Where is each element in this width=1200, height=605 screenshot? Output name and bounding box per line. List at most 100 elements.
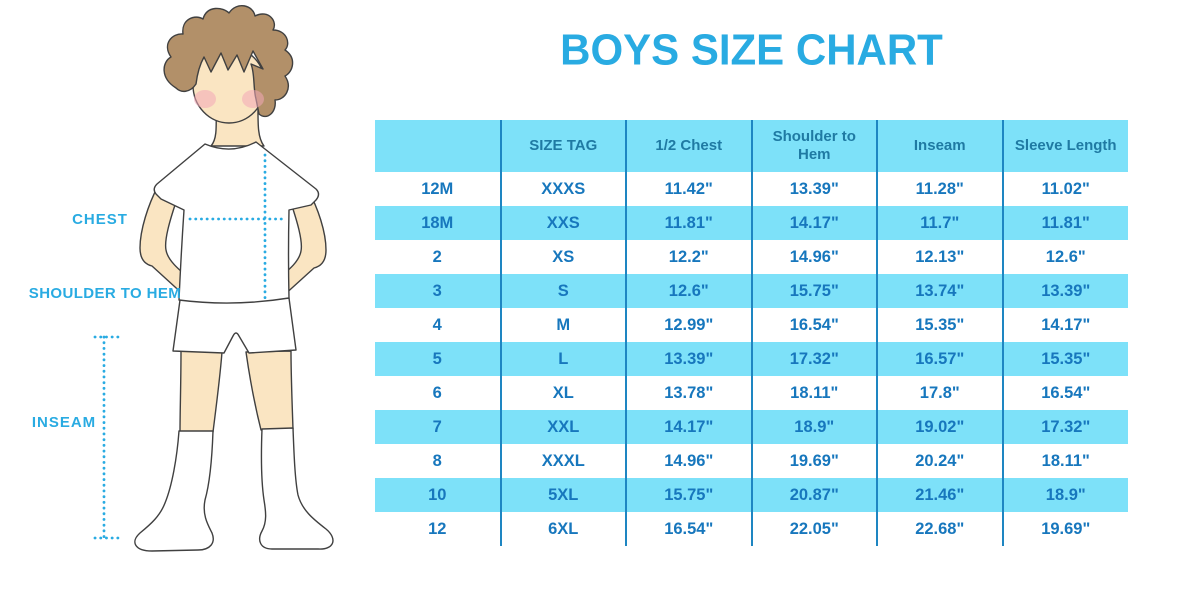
value-cell: 13.39" bbox=[751, 172, 878, 206]
value-cell: 13.39" bbox=[626, 342, 753, 376]
row-label-cell: 4 bbox=[375, 308, 502, 342]
value-cell: XXXL bbox=[500, 444, 627, 478]
inseam-label: INSEAM bbox=[32, 414, 96, 431]
cheek-right bbox=[242, 90, 264, 108]
value-cell: 18.11" bbox=[1002, 444, 1128, 478]
row-label-cell: 8 bbox=[375, 444, 502, 478]
row-label-cell: 18M bbox=[375, 206, 502, 240]
size-table-head: SIZE TAG 1/2 Chest Shoulder to Hem Insea… bbox=[375, 120, 1128, 172]
value-cell: 17.8" bbox=[877, 376, 1004, 410]
value-cell: 18.9" bbox=[751, 410, 878, 444]
table-row: 18M XXS 11.81" 14.17" 11.7" 11.81" bbox=[375, 206, 1128, 240]
value-cell: 12.2" bbox=[626, 240, 753, 274]
value-cell: 12.6" bbox=[626, 274, 753, 308]
value-cell: 15.75" bbox=[751, 274, 878, 308]
boy-illustration: CHEST SHOULDER TO HEM INSEAM bbox=[0, 0, 375, 600]
header-cell-inseam: Inseam bbox=[877, 120, 1004, 172]
value-cell: 13.74" bbox=[877, 274, 1004, 308]
leg-left bbox=[179, 350, 223, 433]
value-cell: L bbox=[500, 342, 627, 376]
size-table: SIZE TAG 1/2 Chest Shoulder to Hem Insea… bbox=[375, 120, 1128, 546]
value-cell: 17.32" bbox=[751, 342, 878, 376]
value-cell: 6XL bbox=[500, 512, 627, 546]
value-cell: 18.9" bbox=[1002, 478, 1128, 512]
value-cell: S bbox=[500, 274, 627, 308]
value-cell: 11.42" bbox=[626, 172, 753, 206]
chest-label: CHEST bbox=[72, 211, 128, 228]
table-row: 5 L 13.39" 17.32" 16.57" 15.35" bbox=[375, 342, 1128, 376]
value-cell: 11.02" bbox=[1002, 172, 1128, 206]
value-cell: 20.24" bbox=[877, 444, 1004, 478]
value-cell: 13.78" bbox=[626, 376, 753, 410]
value-cell: 14.17" bbox=[1002, 308, 1128, 342]
value-cell: 19.69" bbox=[1002, 512, 1128, 546]
leg-right bbox=[245, 350, 294, 431]
page-title: BOYS SIZE CHART bbox=[560, 25, 943, 74]
value-cell: 16.54" bbox=[626, 512, 753, 546]
value-cell: 14.17" bbox=[751, 206, 878, 240]
value-cell: 14.96" bbox=[751, 240, 878, 274]
table-row: 12 6XL 16.54" 22.05" 22.68" 19.69" bbox=[375, 512, 1128, 546]
value-cell: 12.6" bbox=[1002, 240, 1128, 274]
table-row: 4 M 12.99" 16.54" 15.35" 14.17" bbox=[375, 308, 1128, 342]
value-cell: 16.54" bbox=[1002, 376, 1128, 410]
table-row: 10 5XL 15.75" 20.87" 21.46" 18.9" bbox=[375, 478, 1128, 512]
value-cell: 20.87" bbox=[751, 478, 878, 512]
value-cell: XXXS bbox=[500, 172, 627, 206]
value-cell: 22.68" bbox=[877, 512, 1004, 546]
value-cell: 19.69" bbox=[751, 444, 878, 478]
row-label-cell: 12 bbox=[375, 512, 502, 546]
size-chart-table-container: SIZE TAG 1/2 Chest Shoulder to Hem Insea… bbox=[375, 120, 1128, 546]
sock-left bbox=[134, 430, 214, 552]
value-cell: 17.32" bbox=[1002, 410, 1128, 444]
header-cell-shoulder-to-hem: Shoulder to Hem bbox=[751, 120, 878, 172]
row-label-cell: 5 bbox=[375, 342, 502, 376]
row-label-cell: 10 bbox=[375, 478, 502, 512]
hair bbox=[163, 5, 294, 118]
value-cell: 11.28" bbox=[877, 172, 1004, 206]
header-cell-sleeve-length: Sleeve Length bbox=[1002, 120, 1128, 172]
value-cell: XS bbox=[500, 240, 627, 274]
value-cell: XXL bbox=[500, 410, 627, 444]
cheek-left bbox=[194, 90, 216, 108]
table-row: 8 XXXL 14.96" 19.69" 20.24" 18.11" bbox=[375, 444, 1128, 478]
value-cell: 15.35" bbox=[1002, 342, 1128, 376]
value-cell: 12.13" bbox=[877, 240, 1004, 274]
shirt bbox=[153, 141, 320, 304]
row-label-cell: 12M bbox=[375, 172, 502, 206]
value-cell: 19.02" bbox=[877, 410, 1004, 444]
value-cell: 12.99" bbox=[626, 308, 753, 342]
value-cell: 11.81" bbox=[1002, 206, 1128, 240]
value-cell: 14.96" bbox=[626, 444, 753, 478]
sock-right bbox=[259, 427, 334, 550]
row-label-cell: 7 bbox=[375, 410, 502, 444]
table-row: 6 XL 13.78" 18.11" 17.8" 16.54" bbox=[375, 376, 1128, 410]
value-cell: 18.11" bbox=[751, 376, 878, 410]
value-cell: 11.7" bbox=[877, 206, 1004, 240]
value-cell: 15.75" bbox=[626, 478, 753, 512]
row-label-cell: 2 bbox=[375, 240, 502, 274]
row-label-cell: 3 bbox=[375, 274, 502, 308]
value-cell: 15.35" bbox=[877, 308, 1004, 342]
size-table-body: 12M XXXS 11.42" 13.39" 11.28" 11.02" 18M XXS 11.… bbox=[375, 172, 1128, 546]
value-cell: 16.54" bbox=[751, 308, 878, 342]
value-cell: 22.05" bbox=[751, 512, 878, 546]
shorts bbox=[172, 297, 297, 354]
table-row: 3 S 12.6" 15.75" 13.74" 13.39" bbox=[375, 274, 1128, 308]
header-cell-blank bbox=[375, 120, 502, 172]
value-cell: M bbox=[500, 308, 627, 342]
table-row: 7 XXL 14.17" 18.9" 19.02" 17.32" bbox=[375, 410, 1128, 444]
header-cell-half-chest: 1/2 Chest bbox=[626, 120, 753, 172]
value-cell: 14.17" bbox=[626, 410, 753, 444]
value-cell: XL bbox=[500, 376, 627, 410]
table-row: 12M XXXS 11.42" 13.39" 11.28" 11.02" bbox=[375, 172, 1128, 206]
value-cell: 13.39" bbox=[1002, 274, 1128, 308]
shoulder-to-hem-label: SHOULDER TO HEM bbox=[29, 285, 181, 302]
header-cell-size-tag: SIZE TAG bbox=[500, 120, 627, 172]
value-cell: 11.81" bbox=[626, 206, 753, 240]
value-cell: 16.57" bbox=[877, 342, 1004, 376]
value-cell: XXS bbox=[500, 206, 627, 240]
row-label-cell: 6 bbox=[375, 376, 502, 410]
header-row: SIZE TAG 1/2 Chest Shoulder to Hem Insea… bbox=[375, 120, 1128, 172]
value-cell: 5XL bbox=[500, 478, 627, 512]
